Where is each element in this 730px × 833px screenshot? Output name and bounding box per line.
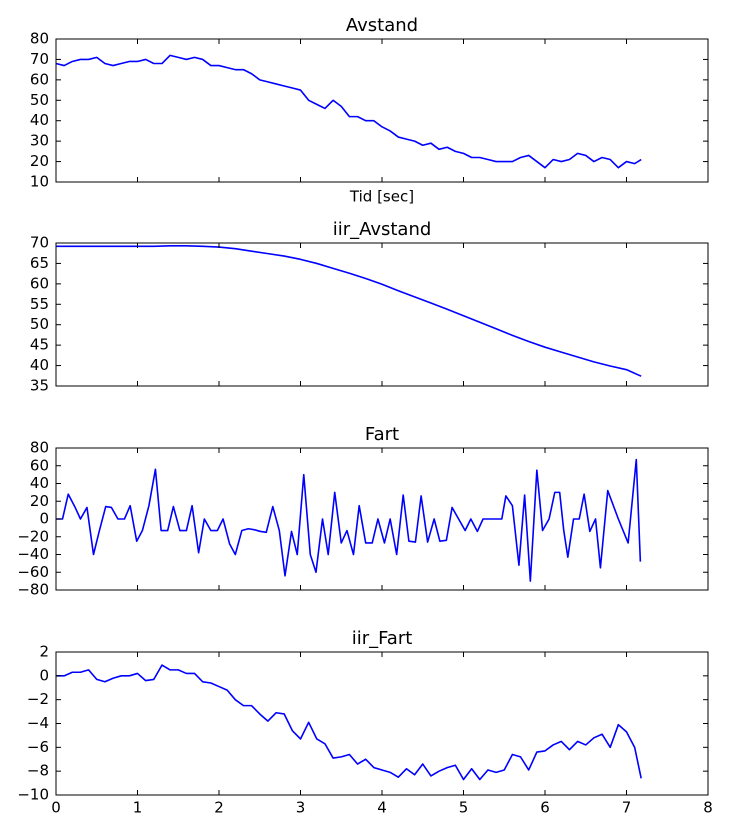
chart-title: Avstand <box>346 15 418 36</box>
x-tick-label: 6 <box>540 799 550 817</box>
y-tick-label: 40 <box>30 111 49 129</box>
y-tick-label: −2 <box>27 690 49 708</box>
x-tick-label: 4 <box>377 799 387 817</box>
y-tick-label: 50 <box>30 315 49 333</box>
y-tick-label: 60 <box>30 456 49 474</box>
y-tick-label: −40 <box>17 545 49 563</box>
y-tick-label: 80 <box>30 439 49 457</box>
y-tick-label: 35 <box>30 377 49 395</box>
y-tick-label: 45 <box>30 336 49 354</box>
y-tick-label: 40 <box>30 474 49 492</box>
data-line <box>56 664 642 781</box>
y-tick-label: 80 <box>30 30 49 48</box>
axes-frame <box>55 242 709 387</box>
chart-title: Fart <box>365 424 399 445</box>
y-tick-label: −6 <box>27 738 49 756</box>
y-tick-label: −20 <box>17 527 49 545</box>
x-tick-label: 2 <box>214 799 224 817</box>
y-tick-label: 60 <box>30 274 49 292</box>
data-line <box>55 54 642 169</box>
y-tick-label: −80 <box>17 581 49 599</box>
data-line <box>56 245 642 377</box>
y-tick-label: 40 <box>30 356 49 374</box>
y-tick-label: 70 <box>30 50 49 68</box>
y-tick-label: 10 <box>30 173 49 191</box>
x-tick-label: 0 <box>51 799 61 817</box>
axes-frame <box>55 651 709 796</box>
y-tick-label: 60 <box>30 70 49 88</box>
y-tick-label: −4 <box>27 714 49 732</box>
y-tick-label: 50 <box>30 91 49 109</box>
chart-title: iir_Avstand <box>333 219 432 240</box>
y-tick-label: 20 <box>30 492 49 510</box>
y-tick-label: 65 <box>30 254 49 272</box>
x-tick-label: 3 <box>296 799 306 817</box>
y-tick-label: 0 <box>39 510 49 528</box>
y-tick-label: 2 <box>39 643 49 661</box>
y-tick-label: −10 <box>17 786 49 804</box>
axes-frame <box>55 447 709 591</box>
x-tick-label: 8 <box>703 799 713 817</box>
data-line <box>56 458 642 582</box>
chart-title: iir_Fart <box>352 628 413 649</box>
x-tick-label: 1 <box>133 799 143 817</box>
y-tick-label: 70 <box>30 234 49 252</box>
y-tick-label: 30 <box>30 132 49 150</box>
x-axis-label: Tid [sec] <box>349 188 414 206</box>
y-tick-label: −8 <box>27 762 49 780</box>
y-tick-label: 0 <box>39 666 49 684</box>
x-tick-label: 7 <box>622 799 632 817</box>
y-tick-label: 55 <box>30 295 49 313</box>
y-tick-label: −60 <box>17 563 49 581</box>
y-tick-label: 20 <box>30 152 49 170</box>
x-tick-label: 5 <box>459 799 469 817</box>
